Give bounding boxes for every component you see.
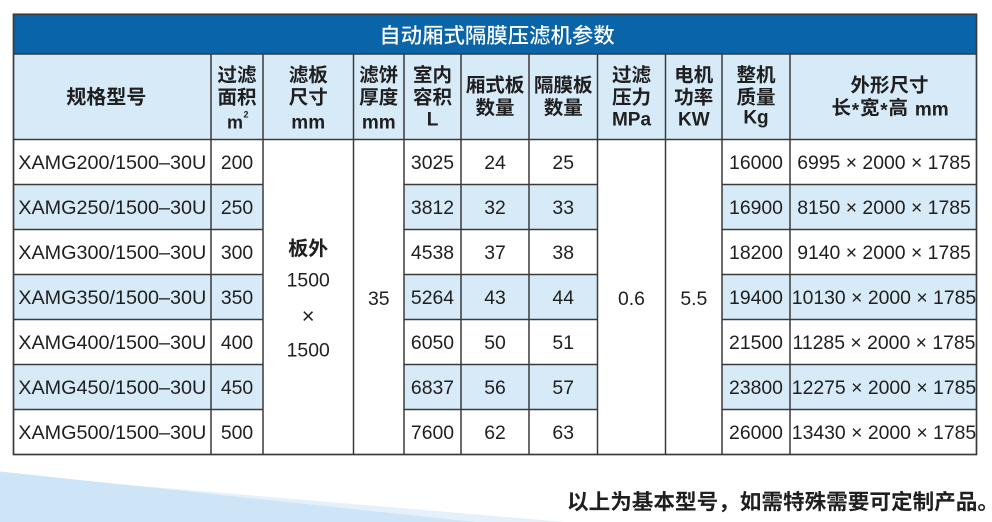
- svg-text:13430 × 2000 × 1785: 13430 × 2000 × 1785: [792, 422, 976, 444]
- svg-text:63: 63: [552, 422, 574, 444]
- svg-text:11285 × 2000 × 1785: 11285 × 2000 × 1785: [793, 332, 976, 354]
- svg-text:2: 2: [244, 110, 249, 120]
- svg-text:26000: 26000: [729, 422, 783, 444]
- svg-text:18200: 18200: [729, 242, 783, 264]
- svg-text:XAMG200/1500–30U: XAMG200/1500–30U: [18, 152, 206, 174]
- svg-text:3812: 3812: [411, 197, 454, 219]
- svg-text:12275 × 2000 × 1785: 12275 × 2000 × 1785: [792, 377, 976, 399]
- svg-text:mm: mm: [915, 100, 949, 121]
- svg-text:250: 250: [221, 197, 254, 219]
- svg-text:62: 62: [484, 422, 506, 444]
- svg-text:mm: mm: [362, 113, 396, 134]
- svg-text:21500: 21500: [729, 332, 783, 354]
- svg-text:4538: 4538: [411, 242, 454, 264]
- svg-text:38: 38: [552, 242, 574, 264]
- svg-text:6995 × 2000 × 1785: 6995 × 2000 × 1785: [797, 152, 971, 174]
- svg-text:9140 × 2000 × 1785: 9140 × 2000 × 1785: [797, 242, 971, 264]
- svg-text:XAMG300/1500–30U: XAMG300/1500–30U: [18, 242, 206, 264]
- svg-text:450: 450: [221, 377, 254, 399]
- svg-text:500: 500: [221, 422, 254, 444]
- svg-text:XAMG450/1500–30U: XAMG450/1500–30U: [18, 377, 206, 399]
- svg-text:32: 32: [484, 197, 506, 219]
- svg-text:57: 57: [552, 377, 574, 399]
- svg-text:*: *: [852, 101, 860, 122]
- svg-text:Kg: Kg: [743, 108, 768, 129]
- svg-text:19400: 19400: [729, 287, 783, 309]
- svg-text:7600: 7600: [411, 422, 454, 444]
- svg-text:16900: 16900: [729, 197, 783, 219]
- svg-text:44: 44: [552, 287, 574, 309]
- svg-text:33: 33: [552, 197, 574, 219]
- svg-text:50: 50: [484, 332, 506, 354]
- svg-text:1500: 1500: [287, 269, 330, 291]
- svg-text:51: 51: [552, 332, 574, 354]
- svg-text:350: 350: [221, 287, 254, 309]
- svg-text:6050: 6050: [411, 332, 454, 354]
- svg-text:6837: 6837: [411, 377, 454, 399]
- svg-text:L: L: [427, 110, 439, 131]
- svg-text:35: 35: [368, 288, 390, 310]
- svg-text:5264: 5264: [411, 287, 454, 309]
- svg-text:XAMG500/1500–30U: XAMG500/1500–30U: [18, 422, 206, 444]
- svg-text:KW: KW: [678, 110, 710, 131]
- svg-text:300: 300: [221, 242, 254, 264]
- svg-text:0.6: 0.6: [618, 288, 645, 310]
- svg-text:3025: 3025: [411, 152, 454, 174]
- svg-text:m: m: [227, 112, 243, 132]
- svg-text:8150 × 2000 × 1785: 8150 × 2000 × 1785: [797, 197, 971, 219]
- svg-text:XAMG400/1500–30U: XAMG400/1500–30U: [18, 332, 206, 354]
- svg-text:*: *: [880, 101, 888, 122]
- svg-text:56: 56: [484, 377, 506, 399]
- svg-text:37: 37: [484, 242, 506, 264]
- svg-text:mm: mm: [291, 113, 325, 134]
- svg-text:25: 25: [552, 152, 574, 174]
- svg-text:5.5: 5.5: [680, 288, 707, 310]
- svg-text:24: 24: [484, 152, 506, 174]
- svg-text:XAMG250/1500–30U: XAMG250/1500–30U: [18, 197, 206, 219]
- svg-text:23800: 23800: [729, 377, 783, 399]
- svg-text:×: ×: [302, 303, 315, 328]
- svg-text:MPa: MPa: [612, 110, 652, 131]
- svg-text:16000: 16000: [729, 152, 783, 174]
- svg-text:XAMG350/1500–30U: XAMG350/1500–30U: [18, 287, 206, 309]
- svg-text:200: 200: [221, 152, 254, 174]
- svg-text:43: 43: [484, 287, 506, 309]
- svg-text:1500: 1500: [287, 339, 330, 361]
- svg-text:400: 400: [221, 332, 254, 354]
- svg-text:10130 × 2000 × 1785: 10130 × 2000 × 1785: [792, 287, 976, 309]
